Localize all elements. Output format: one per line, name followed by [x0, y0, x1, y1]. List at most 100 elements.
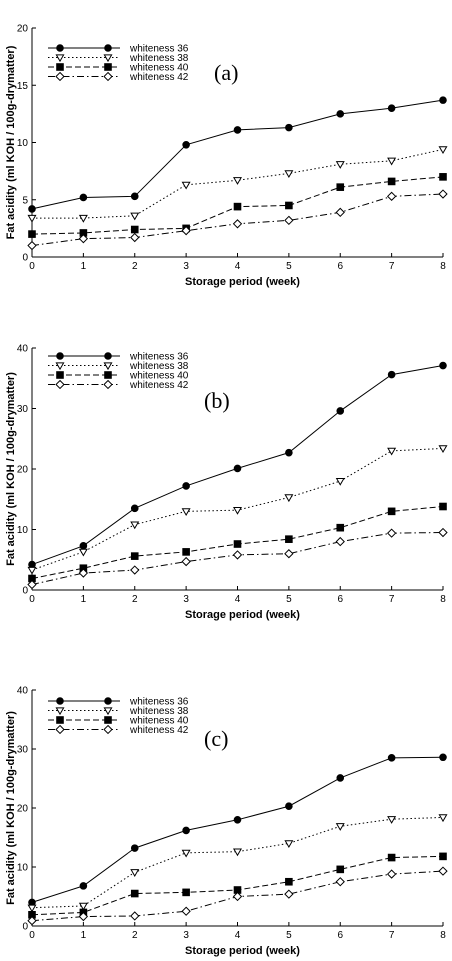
- legend-marker: [56, 352, 64, 360]
- legend-marker: [55, 71, 65, 82]
- data-point: [284, 840, 294, 849]
- data-point: [78, 568, 89, 578]
- data-point: [182, 826, 190, 835]
- legend-entry-label: whiteness 42: [129, 72, 189, 83]
- x-tick-label: 6: [337, 261, 343, 272]
- data-point: [232, 891, 243, 902]
- x-tick-label: 7: [389, 594, 395, 605]
- data-point: [78, 234, 89, 244]
- data-point: [438, 866, 448, 876]
- y-axis-title: Fat acidity (ml KOH / 100g-drymatter): [5, 45, 17, 239]
- data-point: [130, 212, 140, 221]
- series-whiteness-38: [27, 146, 448, 223]
- legend-marker: [103, 362, 113, 371]
- legend-marker: [56, 44, 64, 52]
- y-tick-label: 15: [17, 81, 29, 92]
- legend-entry-label: whiteness 36: [129, 352, 189, 363]
- legend-marker: [56, 716, 64, 724]
- legend-entry-label: whiteness 36: [129, 44, 189, 55]
- data-point: [387, 816, 397, 824]
- data-point: [439, 96, 447, 104]
- data-point: [387, 507, 396, 516]
- data-point: [439, 502, 447, 511]
- data-point: [130, 192, 139, 201]
- x-tick-label: 8: [440, 930, 446, 941]
- x-tick-label: 3: [183, 594, 189, 605]
- legend-marker: [104, 697, 112, 705]
- panel-label: (c): [204, 726, 228, 751]
- data-point: [79, 542, 88, 550]
- x-tick-label: 2: [132, 594, 138, 605]
- series-line: [31, 756, 444, 903]
- data-point: [78, 911, 89, 922]
- data-point: [130, 844, 139, 852]
- legend-marker: [104, 371, 112, 379]
- data-point: [387, 177, 396, 186]
- legend-marker: [55, 707, 65, 716]
- data-point: [27, 916, 37, 926]
- y-tick-label: 5: [22, 195, 28, 206]
- x-tick-label: 1: [81, 261, 87, 272]
- x-tick-label: 5: [286, 261, 292, 272]
- y-tick-label: 0: [22, 586, 28, 597]
- data-point: [130, 504, 139, 513]
- legend-marker: [55, 379, 65, 390]
- x-tick-label: 7: [389, 261, 395, 272]
- data-point: [336, 110, 345, 118]
- data-point: [335, 477, 345, 486]
- data-point: [130, 869, 140, 877]
- legend-marker: [103, 724, 113, 735]
- legend-marker: [104, 716, 112, 724]
- series-whiteness-42: [27, 866, 448, 926]
- legend-entry-label: whiteness 42: [129, 380, 189, 391]
- x-tick-label: 0: [29, 261, 35, 272]
- x-axis-title: Storage period (week): [185, 945, 300, 957]
- chart-a: 0 1 2 3 4 5 6 7 8 0 5 10 15 20 Storage period (week) Fa…: [5, 24, 448, 288]
- legend-marker: [104, 352, 112, 360]
- y-tick-label: 0: [22, 253, 28, 264]
- data-point: [284, 494, 294, 503]
- data-point: [233, 464, 242, 473]
- data-point: [387, 157, 397, 166]
- data-point: [284, 549, 294, 559]
- data-point: [181, 508, 191, 516]
- data-point: [233, 126, 242, 134]
- series-whiteness-40: [28, 502, 447, 583]
- legend-marker: [56, 697, 64, 705]
- y-axis-title: Fat acidity (ml KOH / 100g-drymatter): [5, 372, 17, 566]
- data-point: [439, 173, 447, 181]
- data-point: [232, 550, 243, 560]
- x-tick-label: 8: [440, 261, 446, 272]
- data-point: [78, 902, 88, 911]
- data-point: [336, 865, 345, 874]
- data-point: [285, 802, 293, 811]
- legend-marker: [55, 54, 65, 63]
- series-whiteness-38: [27, 445, 448, 575]
- data-point: [233, 540, 242, 548]
- x-tick-label: 7: [389, 930, 395, 941]
- panel-label: (b): [204, 388, 230, 413]
- data-point: [182, 888, 190, 897]
- data-point: [181, 556, 191, 567]
- legend-marker: [104, 44, 112, 52]
- x-tick-label: 2: [132, 930, 138, 941]
- legend-marker: [104, 63, 112, 71]
- x-tick-label: 5: [286, 594, 292, 605]
- legend-marker: [103, 707, 113, 716]
- y-tick-label: 20: [17, 465, 29, 476]
- y-tick-label: 40: [17, 686, 29, 697]
- data-point: [130, 521, 140, 530]
- data-point: [438, 814, 448, 823]
- series-whiteness-42: [27, 189, 448, 251]
- data-point: [284, 215, 294, 226]
- data-point: [335, 161, 345, 169]
- legend-marker: [103, 71, 113, 82]
- series-whiteness-40: [28, 852, 447, 919]
- data-point: [387, 370, 396, 379]
- series-whiteness-38: [27, 814, 448, 913]
- legend-marker: [103, 54, 113, 63]
- data-point: [130, 225, 139, 234]
- y-tick-label: 10: [17, 138, 29, 149]
